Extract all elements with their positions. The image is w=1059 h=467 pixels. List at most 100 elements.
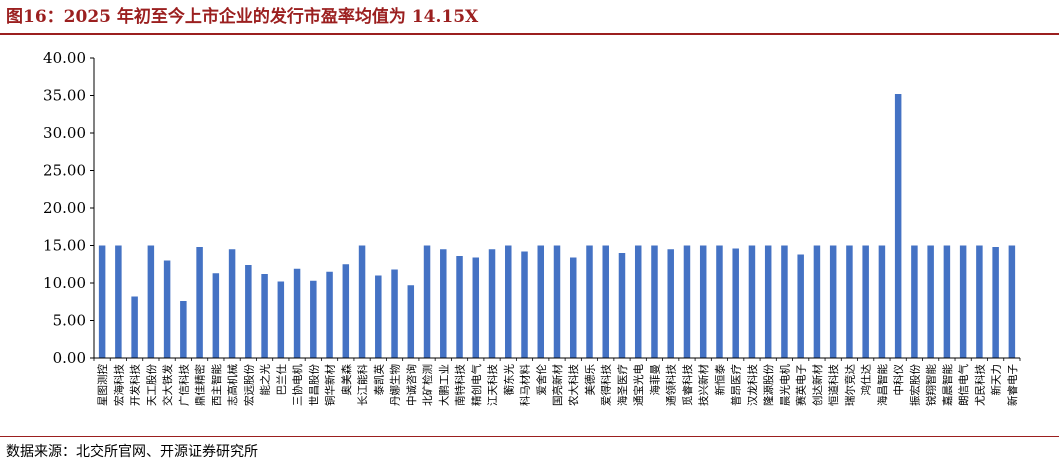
y-tick-label: 15.00 <box>43 237 86 255</box>
bar <box>537 245 545 358</box>
bar <box>992 247 999 358</box>
bar <box>602 245 609 358</box>
bar <box>732 248 739 358</box>
bar <box>894 94 902 358</box>
x-tick-label: 天工股份 <box>146 364 158 406</box>
x-tick-label: 新恒泰 <box>713 364 726 396</box>
bar <box>927 245 934 358</box>
x-tick-label: 宏远股份 <box>242 364 255 406</box>
x-tick-label: 世昌股份 <box>308 364 320 406</box>
x-tick-label: 隆源股份 <box>762 364 775 406</box>
x-tick-label: 能之光 <box>259 364 272 396</box>
bar <box>245 265 252 358</box>
bar <box>618 253 626 358</box>
y-tick-label: 20.00 <box>43 199 86 217</box>
x-tick-label: 晨光电机 <box>778 364 791 406</box>
x-tick-label: 赛英电子 <box>795 364 808 406</box>
bar <box>911 245 918 358</box>
bar <box>375 275 382 358</box>
bar <box>423 245 431 358</box>
bar <box>505 245 512 358</box>
x-tick-label: 新睿电子 <box>1006 364 1019 406</box>
x-tick-label: 新天力 <box>990 364 1003 396</box>
x-tick-label: 三协电机 <box>291 364 304 406</box>
bar <box>488 249 496 358</box>
x-tick-label: 朗信电气 <box>957 364 970 406</box>
x-tick-label: 技兴新材 <box>697 364 710 406</box>
bar <box>878 245 886 358</box>
x-tick-label: 精创电气 <box>470 364 483 406</box>
x-tick-label: 开发科技 <box>129 364 142 406</box>
x-tick-label: 爱舍伦 <box>535 364 548 396</box>
x-tick-label: 锐翔智能 <box>925 364 938 406</box>
bars <box>98 94 1016 358</box>
x-tick-label: 国亮新材 <box>551 364 564 406</box>
bar <box>959 245 967 358</box>
x-tick-label: 奥美森 <box>340 364 353 396</box>
y-tick-label: 35.00 <box>43 87 86 105</box>
x-tick-label: 海昌智能 <box>876 364 889 406</box>
bar <box>716 245 723 358</box>
x-tick-label: 星图测控 <box>96 364 109 406</box>
x-tick-label: 海圣医疗 <box>616 364 629 406</box>
x-tick-label: 江天科技 <box>486 364 499 406</box>
y-tick-label: 5.00 <box>53 312 86 330</box>
footer-divider <box>0 436 1059 437</box>
y-tick-label: 25.00 <box>43 162 86 180</box>
x-tick-label: 中诚咨询 <box>405 364 418 406</box>
x-tick-label: 通宝光电 <box>632 364 645 406</box>
y-tick-label: 40.00 <box>43 49 86 67</box>
x-tick-label: 瑞尔竞达 <box>843 364 856 406</box>
bar <box>261 274 268 358</box>
y-axis: 0.00 5.00 10.00 15.00 20.00 25.00 30.00 35.00 40… <box>43 49 95 367</box>
bar-chart: 0.00 5.00 10.00 15.00 20.00 25.00 30.00 35.00 40… <box>43 49 1021 406</box>
bar <box>569 257 577 358</box>
title-divider <box>0 33 1059 35</box>
bar <box>553 245 561 358</box>
x-tick-label: 大鹏工业 <box>437 364 450 406</box>
x-tick-label: 海菲曼 <box>648 364 661 396</box>
bar <box>472 257 480 358</box>
bar <box>342 264 350 358</box>
x-tick-label: 尤民科技 <box>973 364 986 406</box>
bar <box>196 247 203 358</box>
bar <box>131 296 138 358</box>
x-tick-label: 泰凯英 <box>372 364 385 396</box>
bar <box>326 271 333 358</box>
x-tick-label: 广信科技 <box>177 364 190 406</box>
x-tick-label: 农大科技 <box>567 364 580 406</box>
x-tick-label: 北矿检测 <box>421 364 434 406</box>
bar <box>521 251 528 358</box>
bar <box>358 245 366 358</box>
x-tick-label: 西主智能 <box>210 364 223 406</box>
bar <box>212 273 220 358</box>
x-tick-label: 巴兰仕 <box>275 364 288 396</box>
x-tick-label: 创达新材 <box>811 364 824 406</box>
x-tick-label: 恒道科技 <box>827 364 840 406</box>
x-tick-label: 通领科技 <box>665 364 678 406</box>
x-tick-label: 嘉晨智能 <box>941 364 954 406</box>
x-tick-label: 爱得科技 <box>600 364 613 406</box>
bar <box>1008 245 1016 358</box>
bar <box>651 245 658 358</box>
x-tick-label: 汉龙科技 <box>746 364 759 406</box>
bar <box>456 256 463 358</box>
x-tick-label: 交大铁发 <box>161 364 174 406</box>
x-tick-label: 鼎佳精密 <box>194 364 207 406</box>
x-tick-label: 振宏股份 <box>908 364 921 406</box>
bar <box>228 249 236 358</box>
bar <box>310 280 317 358</box>
bar <box>846 245 853 358</box>
bar <box>781 245 788 358</box>
x-tick-label: 宏海科技 <box>112 364 125 406</box>
x-tick-label: 普昂医疗 <box>730 364 743 406</box>
bar <box>667 249 674 358</box>
x-tick-label: 长江能科 <box>356 364 369 406</box>
bar <box>976 245 983 358</box>
bar <box>813 245 821 358</box>
bar <box>586 245 593 358</box>
x-tick-label: 鸿仕达 <box>860 364 873 396</box>
x-tick-label: 丹娜生物 <box>389 364 402 406</box>
bar <box>163 260 171 358</box>
bar <box>277 281 285 358</box>
